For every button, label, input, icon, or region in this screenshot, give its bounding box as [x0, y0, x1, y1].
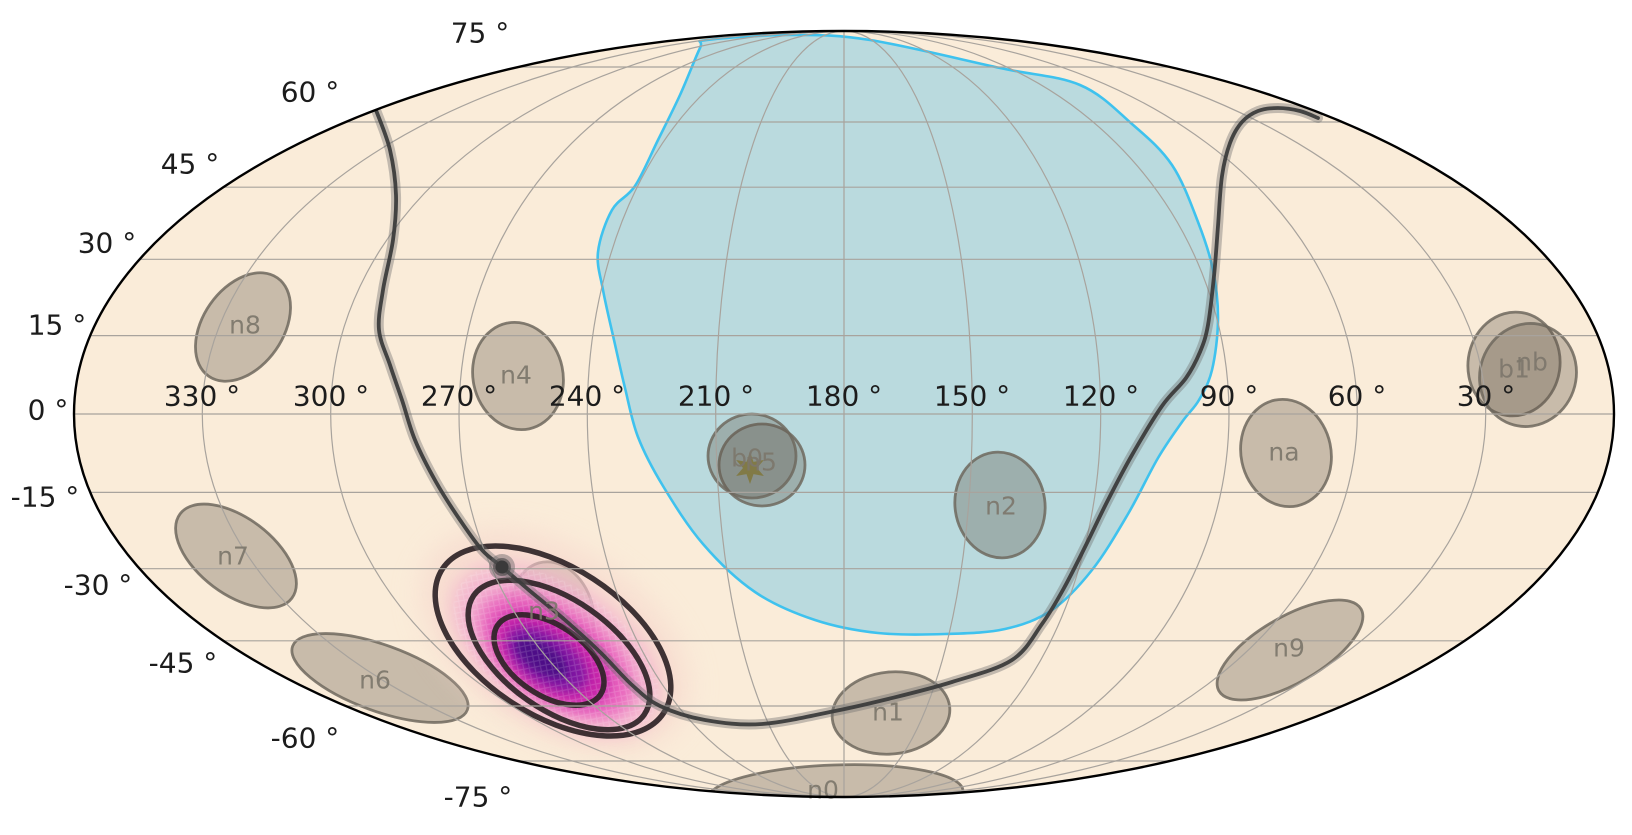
- lat-tick-75: 75 °: [451, 17, 510, 50]
- detector-n4-label: n4: [500, 361, 532, 390]
- detector-nb-label: nb: [1516, 348, 1548, 377]
- lat-tick--45: -45 °: [149, 647, 218, 680]
- lon-tick-330: 330 °: [164, 380, 240, 413]
- detector-n5-label: n5: [745, 448, 777, 477]
- limb-dot-marker: [495, 560, 509, 574]
- source-star-marker: [736, 452, 764, 484]
- credible-contour-1: [465, 577, 653, 733]
- detector-n9-label: n9: [1273, 634, 1305, 663]
- lon-tick-270: 270 °: [421, 380, 497, 413]
- detector-n3-label: n3: [528, 597, 560, 626]
- lon-tick-240: 240 °: [549, 380, 625, 413]
- detector-n4-ellipse: [471, 320, 565, 432]
- lat-tick-15: 15 °: [28, 309, 87, 342]
- heat-hatch-texture: [453, 566, 659, 734]
- lat-tick-60: 60 °: [281, 76, 340, 109]
- lon-tick-210: 210 °: [678, 380, 754, 413]
- lat-tick--15: -15 °: [11, 481, 80, 514]
- lat-tick--60: -60 °: [271, 722, 340, 755]
- lat-tick--75: -75 °: [444, 781, 513, 814]
- lat-tick-45: 45 °: [161, 148, 220, 181]
- lon-tick-90: 90 °: [1200, 380, 1259, 413]
- lon-tick-120: 120 °: [1063, 380, 1139, 413]
- detector-n7-ellipse: [174, 502, 298, 610]
- detector-n2-label: n2: [985, 492, 1017, 521]
- detector-n9-ellipse: [1215, 598, 1365, 702]
- detector-n7-label: n7: [217, 542, 249, 571]
- detector-b0-label: b0: [731, 444, 763, 473]
- detector-n1-label: n1: [872, 698, 904, 727]
- lon-tick-180: 180 °: [806, 380, 882, 413]
- map-border: [72, 29, 1616, 799]
- detector-na-ellipse: [1239, 397, 1333, 509]
- lon-tick-300: 300 °: [293, 380, 369, 413]
- earth-occultation-region: [596, 33, 1220, 636]
- lat-tick-30: 30 °: [78, 227, 137, 260]
- lon-tick-30: 30 °: [1457, 380, 1516, 413]
- detector-nb-ellipse: [1478, 322, 1578, 428]
- lat-tick-0: 0 °: [28, 394, 69, 427]
- earth-limb-line: [374, 106, 1320, 727]
- lat-tick--30: -30 °: [64, 569, 133, 602]
- detector-b1-ellipse: [1466, 310, 1562, 418]
- lon-tick-150: 150 °: [934, 380, 1010, 413]
- graticule: [74, 31, 1614, 797]
- detector-n0-label: n0: [807, 776, 839, 805]
- detector-n2-ellipse: [953, 450, 1047, 560]
- detector-b1-label: b1: [1498, 355, 1530, 384]
- detector-n8-ellipse: [194, 271, 292, 383]
- detector-na-label: na: [1268, 438, 1299, 467]
- credible-contour-2: [491, 612, 607, 708]
- detector-n6-label: n6: [359, 666, 391, 695]
- lon-tick-60: 60 °: [1328, 380, 1387, 413]
- detector-n8-label: n8: [229, 311, 261, 340]
